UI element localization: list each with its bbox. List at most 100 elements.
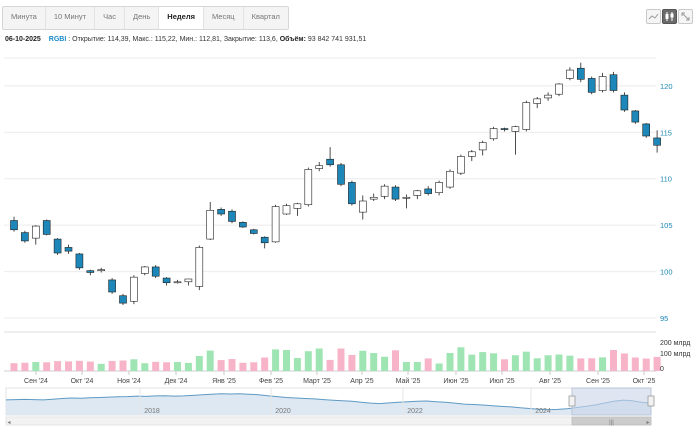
candle-body [533, 98, 542, 104]
navigator-right-handle[interactable] [647, 395, 655, 407]
volume-bar [75, 360, 83, 371]
candle-body [141, 266, 149, 274]
candle-body [282, 205, 291, 215]
volume-bar [337, 348, 345, 371]
candle-body [206, 209, 214, 240]
volume-bar [228, 359, 236, 371]
candle-body [304, 169, 313, 206]
tab-minute[interactable]: Минута [3, 7, 46, 29]
expand-icon[interactable] [678, 9, 693, 24]
navigator-year-label: 2022 [407, 408, 423, 415]
candle-body [250, 229, 258, 234]
candle [457, 154, 465, 175]
time-tick-label: Март '25 [303, 378, 331, 385]
candle-body [489, 128, 498, 140]
candle-body [228, 210, 236, 222]
tab-month[interactable]: Месяц [204, 7, 244, 29]
candle-body [130, 276, 138, 302]
time-tick-label: Янв '25 [212, 378, 236, 385]
volume-bar [206, 350, 214, 371]
candle-body [609, 74, 618, 91]
price-tick-label: 105 [660, 221, 673, 230]
time-tick-label: Ноя '24 [117, 378, 141, 385]
volume-bar [555, 354, 563, 371]
time-tick-label: Июн '25 [443, 378, 468, 385]
navigator-scrollbar-thumb[interactable] [571, 416, 652, 426]
candle-body [53, 238, 62, 254]
candle-body [446, 170, 454, 188]
candle [195, 245, 204, 291]
candle [184, 278, 193, 286]
volume-bar [195, 356, 203, 371]
tab-week[interactable]: Неделя [159, 7, 204, 29]
candle [260, 236, 269, 249]
price-tick-label: 95 [660, 314, 668, 323]
volume-bar [599, 357, 607, 371]
time-axis: Сен '24 Окт '24 Ноя '24 Дек '24 Янв '25 Фев '… [24, 371, 656, 385]
candle-body [522, 102, 531, 130]
candle-body [380, 185, 389, 197]
candle [380, 184, 389, 200]
candle-body [598, 76, 607, 91]
tab-hour[interactable]: Час [95, 7, 125, 29]
price-tick-label: 115 [660, 128, 672, 137]
volume-tick-label: 0 [660, 366, 664, 373]
volume-bar [43, 362, 51, 371]
candle [642, 123, 651, 138]
volume-bar [108, 360, 116, 371]
candle [130, 275, 138, 305]
volume-bar [130, 359, 138, 371]
volume-bar [272, 349, 280, 371]
candle-body [86, 270, 95, 273]
candle [64, 244, 73, 254]
candle-body [467, 151, 476, 157]
candle-body [642, 123, 651, 137]
volume-bar [435, 363, 443, 371]
candle [511, 125, 520, 155]
scroll-right-arrow-icon[interactable]: ▸ [646, 420, 649, 426]
volume-bar [141, 363, 149, 371]
volume-bar [610, 350, 617, 371]
tab-10-minutes[interactable]: 10 Минут [46, 7, 96, 29]
candles [10, 62, 661, 305]
info-volume-label: Объём: [279, 36, 306, 43]
volume-tick-label: 200 млрд [660, 340, 690, 347]
time-tick-label: Сен '24 [24, 378, 48, 385]
volume-bar [577, 358, 585, 371]
volume-bar [65, 361, 72, 371]
volume-tick-label: 100 млрд [660, 351, 690, 358]
info-low-label: Мин.: [179, 36, 198, 43]
scroll-left-arrow-icon[interactable]: ◂ [7, 420, 10, 426]
volume-bar [370, 353, 378, 371]
candle [467, 149, 476, 162]
tab-day[interactable]: День [125, 7, 160, 29]
candle-body [402, 196, 411, 199]
info-high: 115,22, [154, 36, 178, 43]
navigator-line [5, 393, 652, 411]
time-tick-label: Окт '24 [71, 378, 94, 385]
candle [358, 195, 367, 220]
candle-body [184, 278, 193, 283]
candle-body [576, 67, 585, 80]
navigator-left-handle[interactable] [568, 395, 576, 407]
candle-body [151, 266, 160, 277]
candle [544, 92, 552, 101]
volume-bar [653, 356, 661, 371]
time-tick-label: Июл '25 [489, 378, 514, 385]
volume-bar [163, 362, 171, 371]
volume-bar [54, 361, 62, 371]
candlestick-chart-icon[interactable] [662, 9, 677, 24]
navigator-area [6, 393, 651, 415]
candle [522, 100, 531, 132]
candle-body [10, 220, 18, 231]
volume-bar [402, 362, 410, 371]
navigator-selection [571, 387, 652, 416]
info-low: 112,81, [199, 36, 222, 43]
line-chart-icon[interactable] [646, 9, 661, 24]
candle-body [239, 222, 247, 228]
info-volume: 93 842 741 931,51 [307, 36, 367, 43]
info-close-label: Закрытие: [223, 36, 257, 43]
tab-quarter[interactable]: Квартал [251, 12, 280, 21]
volume-bar [348, 354, 356, 371]
candle-body [21, 232, 29, 242]
